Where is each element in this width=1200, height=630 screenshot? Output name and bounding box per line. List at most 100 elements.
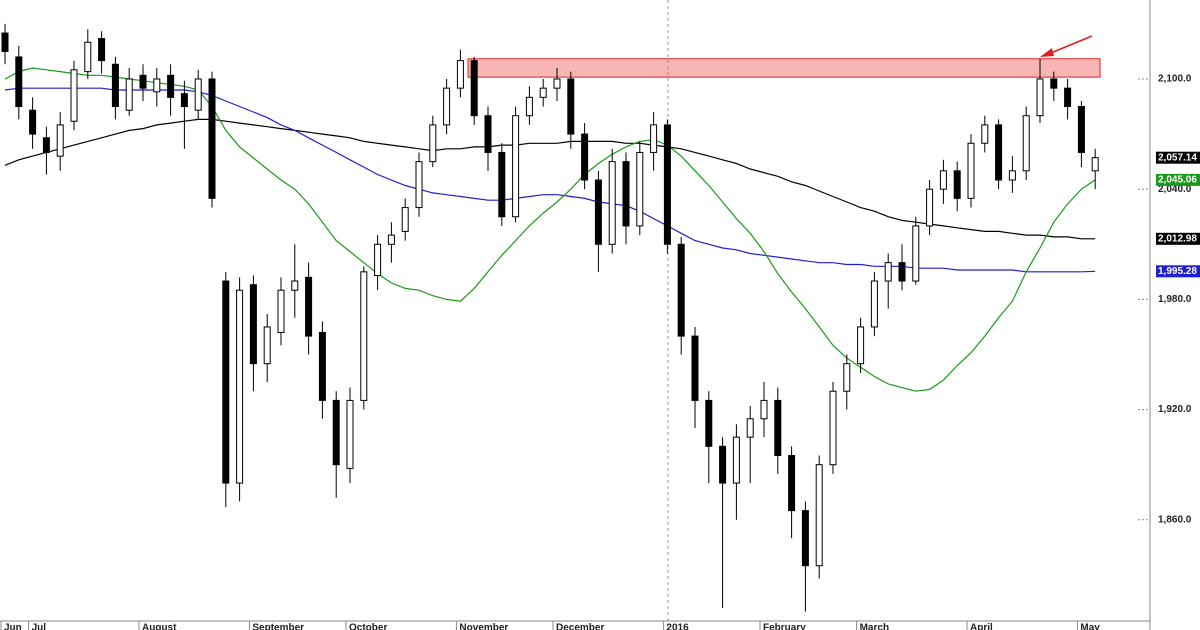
last-value-label: 2,057.14	[1158, 152, 1197, 163]
x-tick-label: September	[252, 623, 304, 630]
candle-body	[332, 399, 340, 466]
candle-body	[525, 96, 533, 117]
candle-body	[553, 78, 561, 89]
x-tick-label: May	[1080, 623, 1100, 630]
candle-body	[249, 284, 257, 365]
candle-body	[774, 399, 782, 457]
x-tick-label: February	[763, 623, 806, 630]
candle-body	[995, 124, 1003, 181]
candle-body	[953, 170, 961, 199]
candle-body	[484, 115, 492, 153]
candle-body	[677, 243, 685, 337]
candle-body	[125, 78, 133, 111]
candle-body	[263, 326, 271, 365]
candle-body	[208, 78, 216, 199]
candle-body	[981, 124, 989, 144]
x-tick-label: Jul	[32, 623, 47, 630]
candle-body	[236, 289, 244, 484]
candle-body	[277, 289, 285, 333]
candle-body	[567, 78, 575, 135]
candle-body	[870, 280, 878, 328]
candle-body	[829, 390, 837, 466]
y-tick-label: 1,980.0	[1158, 294, 1192, 305]
candle-body	[719, 445, 727, 484]
candle-body	[1008, 170, 1016, 181]
candle-body	[760, 399, 768, 420]
candle-body	[194, 78, 202, 111]
candle-body	[788, 455, 796, 512]
candle-body	[663, 124, 671, 245]
candle-body	[884, 262, 892, 282]
candle-body	[1050, 78, 1058, 89]
candle-body	[29, 109, 37, 135]
candle-body	[581, 133, 589, 181]
arrow	[1045, 35, 1093, 56]
candle-body	[84, 41, 92, 73]
last-value-box	[1156, 151, 1200, 164]
x-tick-label: 2016	[666, 623, 689, 630]
arrow-head	[1040, 48, 1054, 57]
candle-body	[705, 399, 713, 447]
candle-body	[387, 234, 395, 245]
resistance-band	[467, 58, 1101, 78]
y-tick-label: 2,100.0	[1158, 74, 1192, 85]
moving-average	[4, 67, 1096, 392]
candle-body	[429, 124, 437, 163]
x-tick-label: August	[142, 623, 177, 630]
x-tick-label: March	[860, 623, 889, 630]
y-tick-label: 2,040.0	[1158, 184, 1192, 195]
candle-body	[291, 280, 299, 291]
candle-body	[898, 262, 906, 282]
candle-body	[153, 78, 161, 93]
candle-body	[1036, 78, 1044, 117]
candle-body	[539, 87, 547, 98]
candle-body	[15, 56, 23, 108]
candle-body	[374, 243, 382, 277]
candle-body	[843, 363, 851, 392]
candle-body	[857, 326, 865, 365]
candle-body	[967, 142, 975, 199]
y-tick-label: 1,860.0	[1158, 514, 1192, 525]
last-value-label: 2,012.98	[1158, 233, 1197, 244]
candle-body	[636, 151, 644, 227]
candle-body	[401, 207, 409, 232]
candle-body	[926, 188, 934, 227]
candle-body	[498, 151, 506, 218]
candle-body	[42, 137, 50, 153]
candle-body	[594, 179, 602, 245]
x-tick-label: Jun	[4, 623, 22, 630]
last-value-label: 2,045.06	[1158, 175, 1197, 186]
candle-body	[443, 87, 451, 126]
candle-body	[815, 464, 823, 567]
x-tick-label: October	[349, 623, 387, 630]
candle-body	[608, 161, 616, 245]
candle-body	[98, 38, 106, 62]
candle-body	[56, 124, 64, 157]
candle-body	[415, 161, 423, 209]
last-value-box	[1156, 173, 1200, 186]
candle-body	[650, 124, 658, 153]
x-tick-label: April	[970, 623, 993, 630]
candle-body	[939, 170, 947, 190]
candle-body	[360, 271, 368, 401]
candle-body	[912, 225, 920, 282]
candle-body	[470, 60, 478, 117]
y-tick-label: 1,920.0	[1158, 404, 1192, 415]
x-tick-label: November	[459, 623, 508, 630]
last-value-box	[1156, 232, 1200, 245]
moving-average	[4, 118, 1096, 240]
candle-body	[512, 115, 520, 218]
candle-body	[318, 331, 326, 401]
candle-body	[801, 510, 809, 567]
moving-average	[4, 87, 1096, 273]
candle-body	[732, 436, 740, 484]
candle-body	[1064, 87, 1072, 108]
candle-body	[746, 418, 754, 438]
candle-body	[1, 32, 9, 52]
candle-body	[139, 74, 147, 89]
candle-body	[222, 280, 230, 484]
candle-body	[691, 335, 699, 401]
candle-body	[305, 276, 313, 337]
candle-body	[180, 93, 188, 108]
